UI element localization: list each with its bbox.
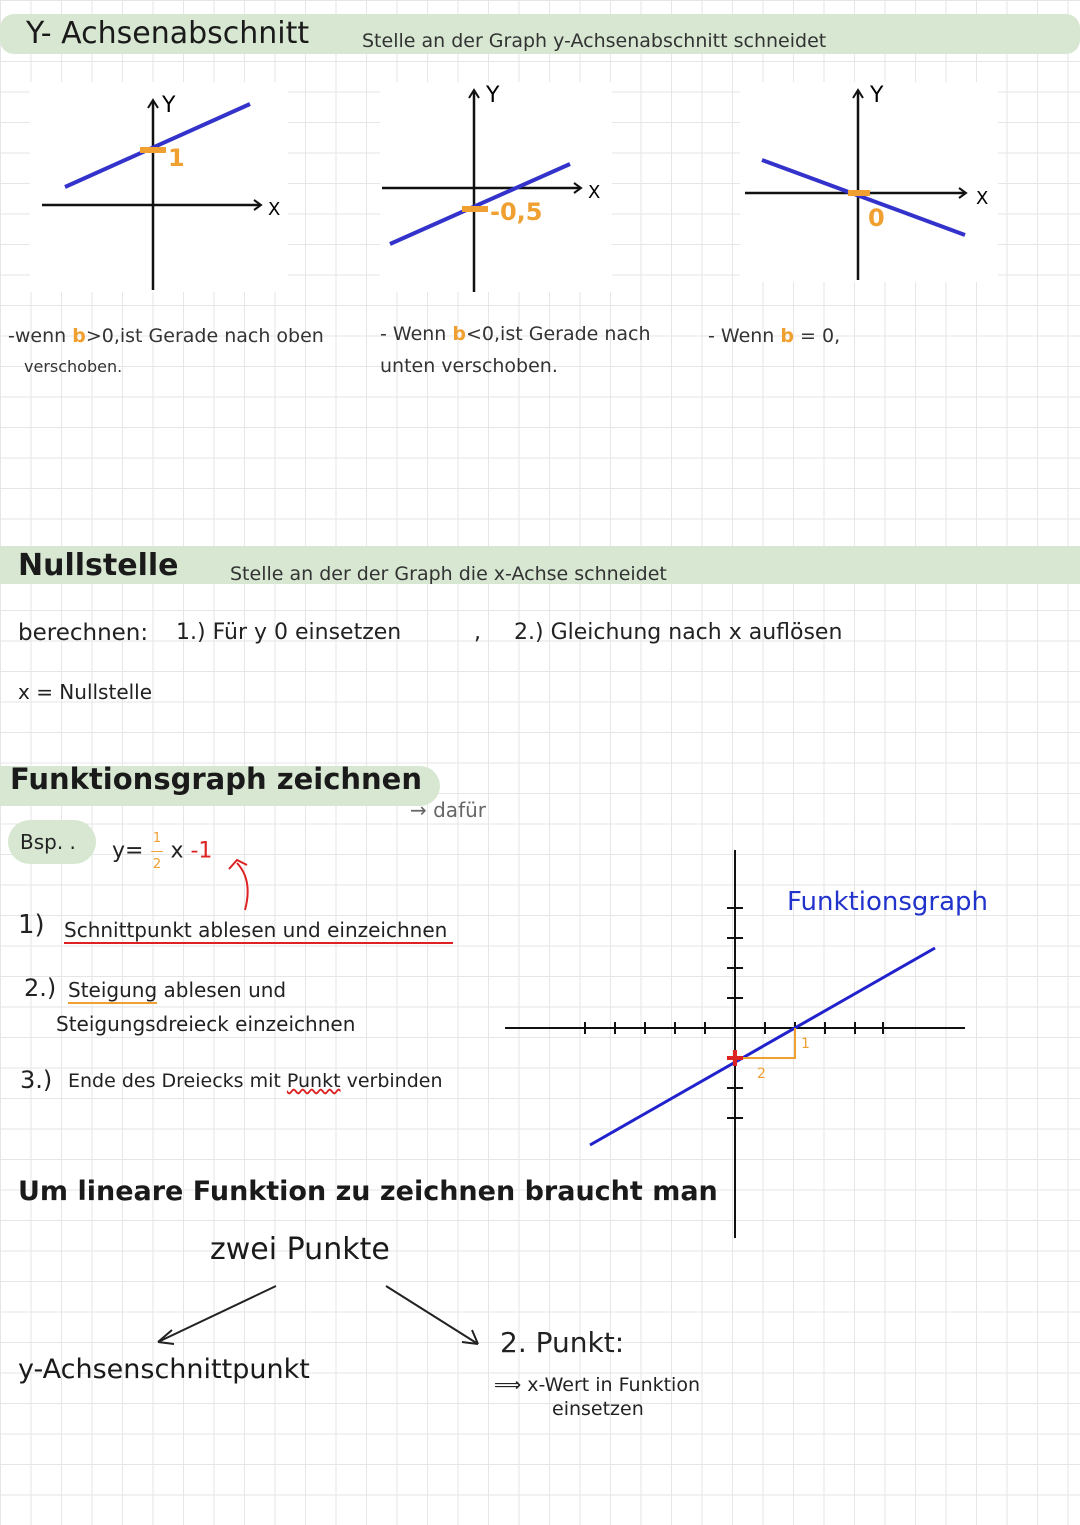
step-2-number: 2.) [24,974,57,1002]
nullstelle-result: x = Nullstelle [18,680,153,704]
step-2-text: Steigung ablesen und [68,978,287,1004]
zwei-punkte-sentence: Um lineare Funktion zu zeichnen braucht … [18,1176,718,1207]
berechnen-label: berechnen: [18,620,149,646]
graph-b-positive-svg: Y X 1 [42,93,280,290]
y-arrow-icon [147,98,159,109]
intercept-label: 1 [168,144,185,172]
bsp-highlight [8,820,96,864]
dafuer-note: → dafür [410,798,487,822]
zweiter-punkt-title: 2. Punkt: [500,1326,625,1359]
graph-b-zero: Y X 0 [740,82,998,282]
ticks [584,907,884,1119]
zweiter-punkt-text: ⟹ x-Wert in Funktion [494,1374,701,1396]
step-2: 2.) Gleichung nach x auflösen [514,620,843,645]
x-arrow-icon [573,182,583,194]
branch-arrows-icon [157,1285,479,1345]
step-3-number: 3.) [20,1066,53,1094]
note-b-negative: - Wenn b<0,ist Gerade nach [380,323,651,345]
svg-text:Y: Y [869,83,884,108]
triangle-dx-label: 2 [757,1066,766,1082]
svg-text:Y: Y [485,83,500,108]
step-3-text: Ende des Dreiecks mit Punkt verbinden [68,1070,443,1092]
slope-triangle [735,1028,796,1059]
funktionsgraph-label: Funktionsgraph [787,887,988,917]
red-arrow-icon [228,858,249,911]
svg-text:X: X [588,182,600,203]
y-achsenschnittpunkt: y-Achsenschnittpunkt [18,1354,310,1385]
line [64,102,251,189]
x-label: X [268,199,280,220]
title-highlight [0,14,1080,54]
graph-b-zero-svg: Y X 0 [745,83,988,280]
note-b-negative-line2: unten verschoben. [380,355,558,377]
graph-b-negative-svg: Y X -0,5 [382,83,600,292]
title-highlight [0,766,440,806]
y-label: Y [161,93,176,118]
section-subtitle: Stelle an der der Graph die x-Achse schn… [230,563,667,585]
zweiter-punkt-text-line2: einsetzen [552,1398,644,1420]
x-arrow-icon [958,187,968,199]
section-title-y-achsenabschnitt: Y- Achsenabschnitt [26,16,310,51]
svg-text:-0,5: -0,5 [490,198,542,226]
intercept-point [727,1050,743,1066]
x-arrow-icon [253,199,263,211]
note-b-zero: - Wenn b = 0, [708,325,841,347]
function-line [589,946,936,1147]
bsp-label: Bsp. . [20,830,76,854]
example-graph: 1 2 Funktionsgraph [505,850,988,1238]
svg-text:X: X [976,188,988,209]
step-1-text: Schnittpunkt ablesen und einzeichnen [64,918,454,944]
y-arrow-icon [852,88,864,99]
step-2-line2: Steigungsdreieck einzeichnen [56,1012,356,1036]
separator: , [474,620,481,645]
triangle-dy-label: 1 [801,1036,810,1052]
graph-b-negative: Y X -0,5 [380,82,612,292]
step-1: 1.) Für y 0 einsetzen [176,620,402,645]
section-title-funktionsgraph: Funktionsgraph zeichnen [10,762,422,796]
step-1-number: 1) [18,910,45,940]
example-equation: y= 1—2 x -1 [112,831,213,872]
note-b-positive: -wenn b>0,ist Gerade nach oben [8,325,324,347]
title-highlight [0,546,1080,584]
graph-b-positive: Y X 1 [30,82,288,292]
note-b-positive-line2: verschoben. [24,357,123,376]
section-subtitle: Stelle an der Graph y-Achsenabschnitt sc… [362,30,827,52]
y-arrow-icon [468,88,480,99]
zwei-punkte: zwei Punkte [210,1232,390,1267]
svg-text:0: 0 [868,204,885,232]
section-title-nullstelle: Nullstelle [18,548,179,583]
